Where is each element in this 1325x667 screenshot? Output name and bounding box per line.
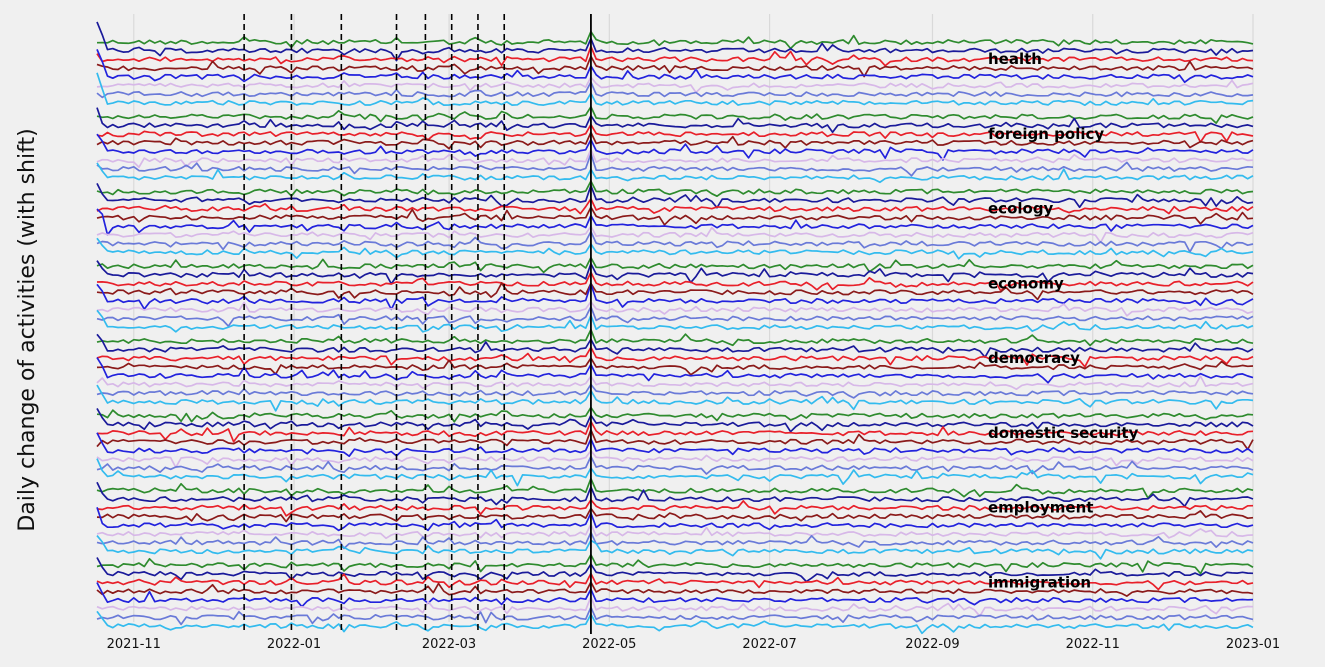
series-line-2-6 [96, 230, 1254, 253]
series-line-3-0 [96, 256, 1254, 274]
series-line-5-1 [96, 407, 1254, 433]
series-line-4-0 [96, 328, 1254, 347]
series-line-7-4 [96, 582, 1254, 608]
series-line-4-1 [96, 333, 1254, 359]
group-label-0: health [988, 50, 1042, 68]
group-label-3: economy [988, 274, 1064, 292]
series-line-5-7 [96, 458, 1254, 487]
series-line-4-5 [96, 375, 1254, 391]
series-line-1-0 [96, 105, 1254, 124]
series-line-7-2 [96, 572, 1254, 591]
series-layer [96, 21, 1254, 635]
series-line-3-6 [96, 305, 1254, 328]
series-line-1-5 [96, 148, 1254, 169]
series-line-1-7 [96, 162, 1254, 184]
series-line-6-5 [96, 523, 1254, 540]
series-line-1-4 [96, 133, 1254, 161]
series-line-3-2 [96, 271, 1254, 292]
x-tick-label-3: 2022-05 [582, 637, 636, 652]
series-line-7-7 [96, 610, 1254, 635]
series-line-0-1 [96, 21, 1254, 62]
series-line-7-6 [96, 606, 1254, 626]
series-line-2-0 [96, 180, 1254, 198]
series-line-7-0 [96, 553, 1254, 575]
series-line-3-1 [96, 260, 1254, 285]
series-line-6-2 [96, 498, 1254, 517]
series-line-2-4 [96, 208, 1254, 236]
x-tick-labels: 2021-11 2022-01 2022-03 2022-05 2022-07 2022-… [107, 637, 1281, 652]
group-label-5: domestic security [988, 424, 1139, 442]
series-line-0-6 [96, 81, 1254, 99]
series-line-4-6 [96, 383, 1254, 399]
series-line-0-5 [96, 76, 1254, 94]
y-axis-label: Daily change of activities (with shift) [15, 128, 40, 531]
x-tick-label-4: 2022-07 [742, 637, 796, 652]
series-line-7-3 [96, 581, 1254, 597]
series-line-2-7 [96, 237, 1254, 260]
series-line-3-5 [96, 300, 1254, 317]
series-line-7-1 [96, 557, 1254, 583]
series-line-5-2 [96, 420, 1254, 443]
series-line-1-3 [96, 131, 1254, 150]
series-line-5-5 [96, 449, 1254, 469]
series-line-2-1 [96, 183, 1254, 209]
series-line-0-7 [96, 72, 1254, 107]
series-line-4-3 [96, 357, 1254, 376]
x-tick-label-1: 2022-01 [267, 637, 321, 652]
group-label-4: democracy [988, 349, 1080, 367]
series-line-6-6 [96, 531, 1254, 550]
group-label-2: ecology [988, 200, 1054, 218]
series-line-3-4 [96, 283, 1254, 311]
series-line-1-2 [96, 123, 1254, 143]
series-line-6-3 [96, 507, 1254, 523]
series-line-4-7 [96, 384, 1254, 412]
group-label-1: foreign policy [988, 125, 1104, 143]
series-line-5-0 [96, 406, 1254, 423]
x-tick-label-2: 2022-03 [422, 637, 476, 652]
x-tick-label-6: 2022-11 [1066, 637, 1120, 652]
series-line-6-7 [96, 535, 1254, 560]
series-line-4-2 [96, 346, 1254, 368]
series-line-0-0 [96, 30, 1254, 50]
series-line-2-5 [96, 225, 1254, 244]
series-line-0-2 [96, 45, 1254, 67]
series-line-5-6 [96, 455, 1254, 475]
series-line-6-1 [96, 481, 1254, 508]
event-lines [243, 14, 592, 634]
series-line-4-4 [96, 357, 1254, 384]
series-line-7-5 [96, 596, 1254, 618]
series-line-0-3 [96, 55, 1254, 78]
series-line-6-0 [96, 477, 1254, 499]
series-line-1-1 [96, 107, 1254, 134]
series-line-6-4 [96, 507, 1254, 532]
series-line-3-7 [96, 309, 1254, 333]
series-line-2-3 [96, 206, 1254, 226]
series-line-0-4 [96, 49, 1254, 84]
series-line-2-2 [96, 198, 1254, 215]
series-line-5-3 [96, 428, 1254, 451]
group-labels: health foreign policy ecology economy democr… [988, 50, 1139, 591]
x-tick-label-5: 2022-09 [905, 637, 959, 652]
x-tick-label-7: 2023-01 [1226, 637, 1280, 652]
series-line-3-3 [96, 282, 1254, 301]
group-label-7: immigration [988, 573, 1091, 591]
x-tick-label-0: 2021-11 [107, 637, 161, 652]
series-line-5-4 [96, 432, 1254, 458]
series-line-1-6 [96, 153, 1254, 177]
group-label-6: employment [988, 499, 1093, 517]
